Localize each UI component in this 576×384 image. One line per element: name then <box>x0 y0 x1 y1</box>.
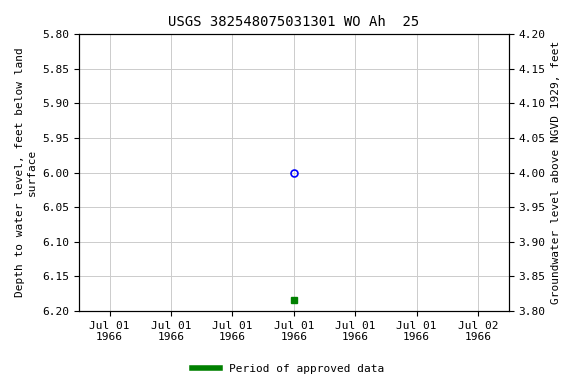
Y-axis label: Groundwater level above NGVD 1929, feet: Groundwater level above NGVD 1929, feet <box>551 41 561 304</box>
Y-axis label: Depth to water level, feet below land
surface: Depth to water level, feet below land su… <box>15 48 37 298</box>
Legend: Period of approved data: Period of approved data <box>188 359 388 379</box>
Title: USGS 382548075031301 WO Ah  25: USGS 382548075031301 WO Ah 25 <box>168 15 419 29</box>
